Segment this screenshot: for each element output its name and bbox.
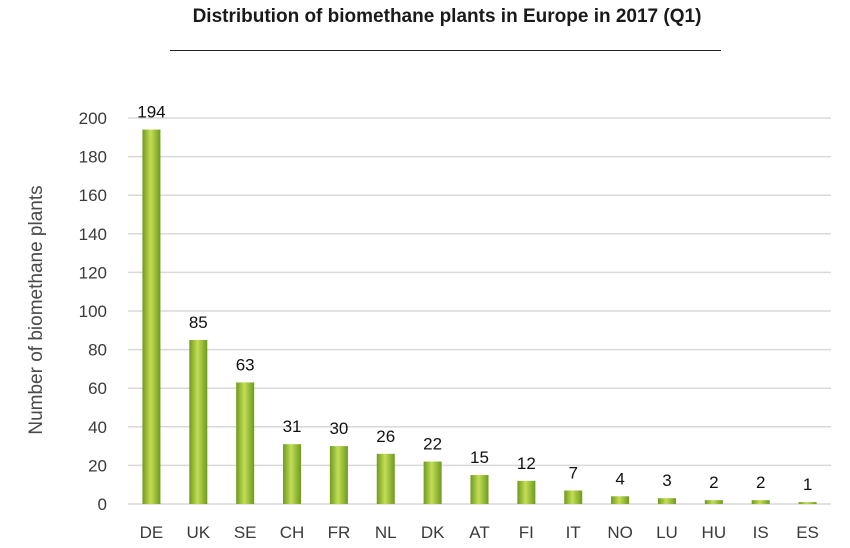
x-tick-label-es: ES [796, 523, 819, 542]
x-tick-label-de: DE [140, 523, 164, 542]
bar-is [752, 500, 770, 504]
x-tick-label-is: IS [753, 523, 769, 542]
bar-it [564, 490, 582, 504]
bar-fr [330, 446, 348, 504]
bar-se [236, 382, 254, 504]
y-tick-label-20: 20 [88, 456, 107, 475]
data-label-ch: 31 [283, 417, 302, 436]
y-tick-label-100: 100 [79, 302, 107, 321]
bar-at [471, 475, 489, 504]
data-label-es: 1 [803, 475, 812, 494]
data-label-fi: 12 [517, 454, 536, 473]
x-tick-label-fi: FI [519, 523, 534, 542]
bar-hu [705, 500, 723, 504]
data-label-at: 15 [470, 448, 489, 467]
x-tick-label-se: SE [234, 523, 257, 542]
data-label-de: 194 [137, 103, 165, 122]
data-label-fr: 30 [329, 419, 348, 438]
bar-uk [189, 340, 207, 504]
bar-no [611, 496, 629, 504]
bar-lu [658, 498, 676, 504]
y-tick-label-120: 120 [79, 263, 107, 282]
x-tick-label-fr: FR [328, 523, 351, 542]
data-label-it: 7 [568, 463, 577, 482]
data-label-se: 63 [236, 355, 255, 374]
y-tick-label-200: 200 [79, 109, 107, 128]
data-label-uk: 85 [189, 313, 208, 332]
data-label-no: 4 [615, 469, 624, 488]
bar-nl [377, 454, 395, 504]
x-tick-label-nl: NL [375, 523, 397, 542]
y-tick-label-40: 40 [88, 418, 107, 437]
y-tick-label-0: 0 [98, 495, 107, 514]
y-axis-title: Number of biomethane plants [26, 185, 47, 434]
y-tick-label-180: 180 [79, 148, 107, 167]
bar-ch [283, 444, 301, 504]
x-tick-label-hu: HU [702, 523, 727, 542]
x-tick-label-it: IT [566, 523, 581, 542]
data-label-dk: 22 [423, 435, 442, 454]
data-label-lu: 3 [662, 471, 671, 490]
x-tick-label-dk: DK [421, 523, 445, 542]
x-tick-label-ch: CH [280, 523, 305, 542]
bar-fi [517, 481, 535, 504]
gridlines [128, 118, 831, 504]
x-tick-label-uk: UK [186, 523, 210, 542]
y-axis-ticks: 0 20 40 60 80 100 120 140 160 180 200 [79, 109, 107, 514]
y-tick-label-60: 60 [88, 379, 107, 398]
bar-chart: 0 20 40 60 80 100 120 140 160 180 200 DE UK SE CH FR NL… [0, 0, 850, 548]
bar-es [799, 502, 817, 504]
x-axis-ticks: DE UK SE CH FR NL DK AT FI IT NO LU HU IS ES [140, 523, 819, 542]
y-tick-label-160: 160 [79, 186, 107, 205]
x-tick-label-at: AT [469, 523, 489, 542]
data-label-is: 2 [756, 473, 765, 492]
y-tick-label-80: 80 [88, 341, 107, 360]
bar-de [142, 130, 160, 504]
x-tick-label-no: NO [607, 523, 633, 542]
bar-dk [424, 462, 442, 504]
data-label-hu: 2 [709, 473, 718, 492]
y-tick-label-140: 140 [79, 225, 107, 244]
x-tick-label-lu: LU [656, 523, 678, 542]
data-label-nl: 26 [376, 427, 395, 446]
